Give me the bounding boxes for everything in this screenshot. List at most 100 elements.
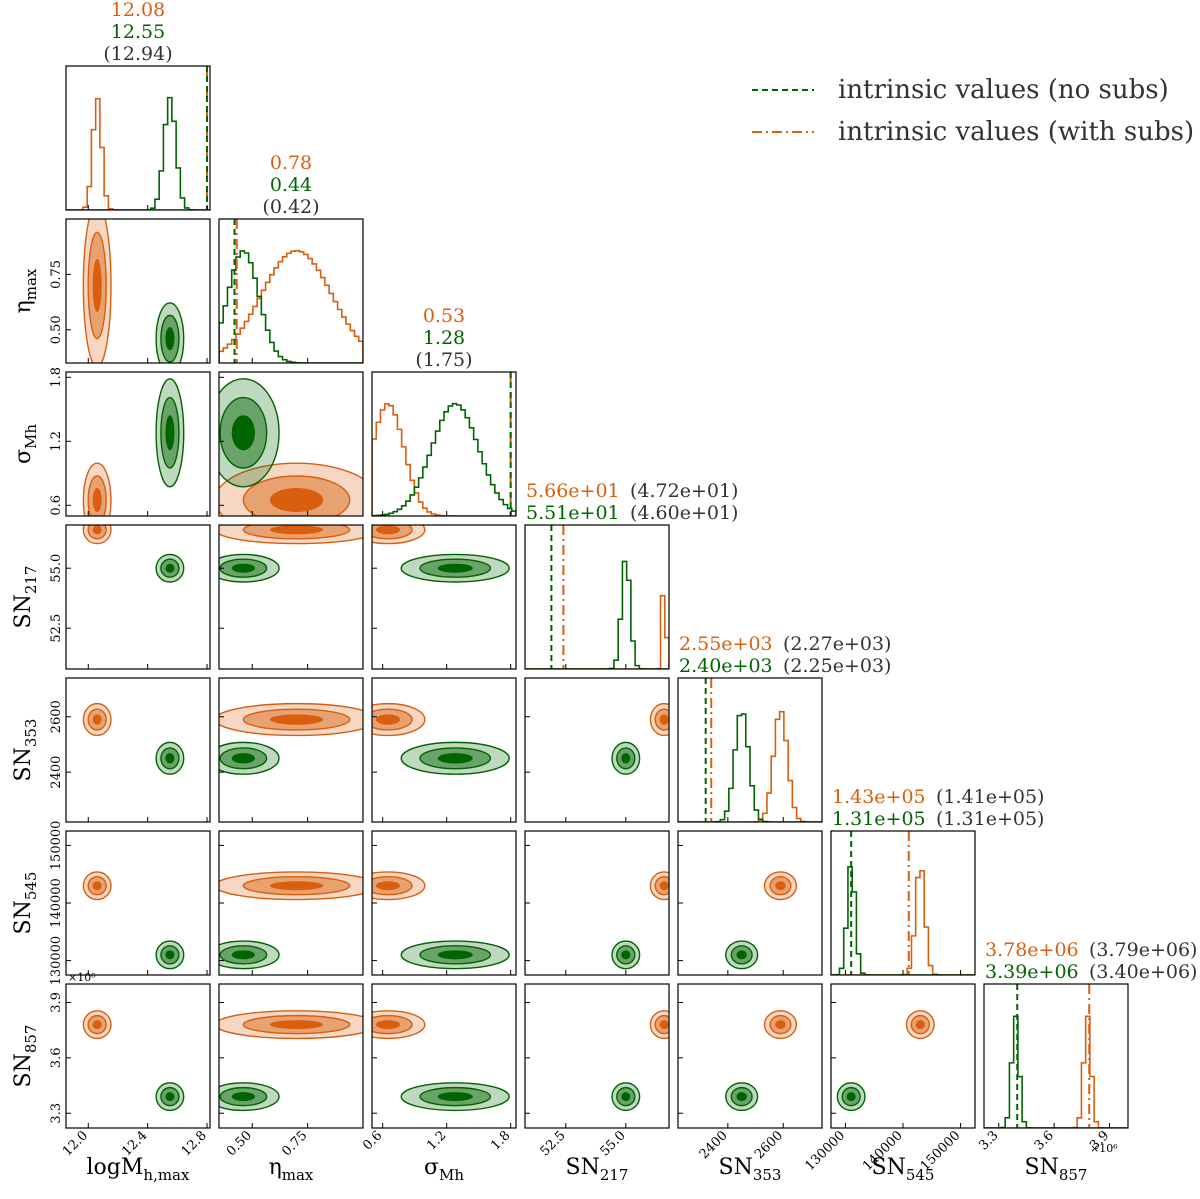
contour-green-2 xyxy=(231,563,255,573)
contour-orange-2 xyxy=(775,881,786,891)
y-tick-label: 3.9 xyxy=(49,992,64,1013)
y-tick-label: 150000 xyxy=(49,821,64,871)
panel-content xyxy=(219,1010,363,1112)
panel-frame xyxy=(524,677,670,823)
title-black-green: (4.60e+01) xyxy=(630,502,738,524)
panel-6-2: 0.6 1.2 1.8 σMh xyxy=(360,983,517,1184)
panel-frame xyxy=(524,983,670,1129)
x-axis-label: SN353 xyxy=(719,1155,782,1184)
x-axis-label: ηmax xyxy=(269,1155,314,1184)
title-black-green: (1.31e+05) xyxy=(936,808,1044,830)
contour-orange-2 xyxy=(376,714,400,725)
panel-content xyxy=(611,1010,669,1112)
x-tick-label: 1.2 xyxy=(424,1128,449,1153)
histogram-orange xyxy=(984,1015,1128,1128)
panel-content xyxy=(372,871,510,970)
panel-content xyxy=(82,219,185,363)
x-tick-label: 130000 xyxy=(803,1128,849,1174)
panel-frame xyxy=(371,371,517,517)
panel-4-3 xyxy=(524,677,670,823)
panel-content xyxy=(372,1010,510,1112)
panel-content xyxy=(219,702,363,775)
x-axis-label-sub: 217 xyxy=(600,1166,629,1184)
panel-content xyxy=(82,702,185,775)
contour-green-2 xyxy=(621,753,631,764)
title-green: 3.39e+06 xyxy=(985,961,1079,983)
y-tick-label: 3.3 xyxy=(49,1103,64,1124)
panel-content xyxy=(219,525,363,583)
y-tick-label: 140000 xyxy=(49,878,64,928)
contour-orange-2 xyxy=(92,525,102,535)
contour-green-2 xyxy=(437,753,473,764)
contour-green-2 xyxy=(165,753,175,764)
histogram-green xyxy=(372,402,516,516)
y-tick-label: 3.6 xyxy=(49,1048,64,1069)
contour-orange-2 xyxy=(269,488,324,512)
contour-orange-2 xyxy=(92,714,102,725)
x-tick-label: 3.6 xyxy=(1032,1128,1057,1153)
panel-2-2: 0.531.28(1.75) xyxy=(371,305,517,517)
contour-green-2 xyxy=(437,563,473,573)
panel-frame xyxy=(983,983,1129,1129)
panel-content xyxy=(725,1010,798,1112)
y-tick-label: 55.0 xyxy=(49,554,64,583)
contour-orange-2 xyxy=(659,881,669,891)
panel-frame xyxy=(218,524,364,670)
panel-content xyxy=(372,525,510,583)
y-axis-label-sub: 857 xyxy=(22,1025,40,1054)
x-axis-label: σMh xyxy=(424,1155,464,1184)
histogram-green xyxy=(66,96,210,210)
contour-orange-2 xyxy=(376,881,400,891)
contour-green-2 xyxy=(736,1092,747,1102)
x-axis-label-sub: Mh xyxy=(439,1166,464,1184)
offset-label-y: ×10⁶ xyxy=(68,971,96,984)
y-tick-label: 130000 xyxy=(49,936,64,986)
contour-orange-2 xyxy=(92,881,102,891)
panels-group: 12.0812.55(12.94)0.500.75ηmax0.780.44(0.… xyxy=(11,0,1197,1184)
panel-content xyxy=(66,66,210,210)
x-tick-label: 55.0 xyxy=(598,1128,629,1159)
contour-green-2 xyxy=(736,950,747,960)
contour-orange-2 xyxy=(775,1020,786,1030)
panel-4-2 xyxy=(371,677,517,823)
panel-4-4: 2.55e+03 (2.27e+03) 2.40e+03 (2.25e+03) xyxy=(677,633,891,823)
contour-orange-2 xyxy=(269,1020,324,1030)
title-black-orange: (4.72e+01) xyxy=(630,480,738,502)
title-black: (0.42) xyxy=(262,196,319,218)
histogram-green xyxy=(525,560,669,669)
legend-label-green: intrinsic values (no subs) xyxy=(838,75,1169,105)
panel-frame xyxy=(371,677,517,823)
x-tick-label: 2600 xyxy=(752,1128,786,1162)
panel-2-0: 0.6 1.2 1.8 σMh xyxy=(11,367,211,517)
panel-content xyxy=(984,984,1128,1128)
panel-content xyxy=(82,871,185,970)
contour-orange-2 xyxy=(92,1020,102,1030)
x-tick-label: 3.3 xyxy=(976,1128,1001,1153)
panel-3-0: 52.5 55.0 SN217 xyxy=(11,524,211,670)
title-orange: 0.78 xyxy=(270,152,312,174)
histogram-green xyxy=(984,1015,1128,1128)
panel-frame xyxy=(830,830,976,976)
x-tick-label: 0.75 xyxy=(279,1128,310,1159)
panel-frame xyxy=(65,830,211,976)
histogram-orange xyxy=(525,594,669,669)
panel-content xyxy=(82,1010,185,1112)
y-tick-label: 1.8 xyxy=(49,367,64,388)
histogram-orange xyxy=(66,97,210,210)
panel-5-0: 130000 140000 150000 SN545 xyxy=(11,821,211,986)
contour-orange-2 xyxy=(92,258,102,313)
title-green: 1.31e+05 xyxy=(832,808,926,830)
title-black-orange: (2.27e+03) xyxy=(783,633,891,655)
panel-frame xyxy=(371,524,517,670)
contour-green-2 xyxy=(165,1092,175,1102)
contour-orange-2 xyxy=(659,1020,669,1030)
histogram-green xyxy=(831,865,975,975)
contour-green-2 xyxy=(165,950,175,960)
histogram-green xyxy=(678,713,822,822)
panel-frame xyxy=(65,218,211,364)
title-black-green: (2.25e+03) xyxy=(783,655,891,677)
panel-content xyxy=(678,678,822,822)
